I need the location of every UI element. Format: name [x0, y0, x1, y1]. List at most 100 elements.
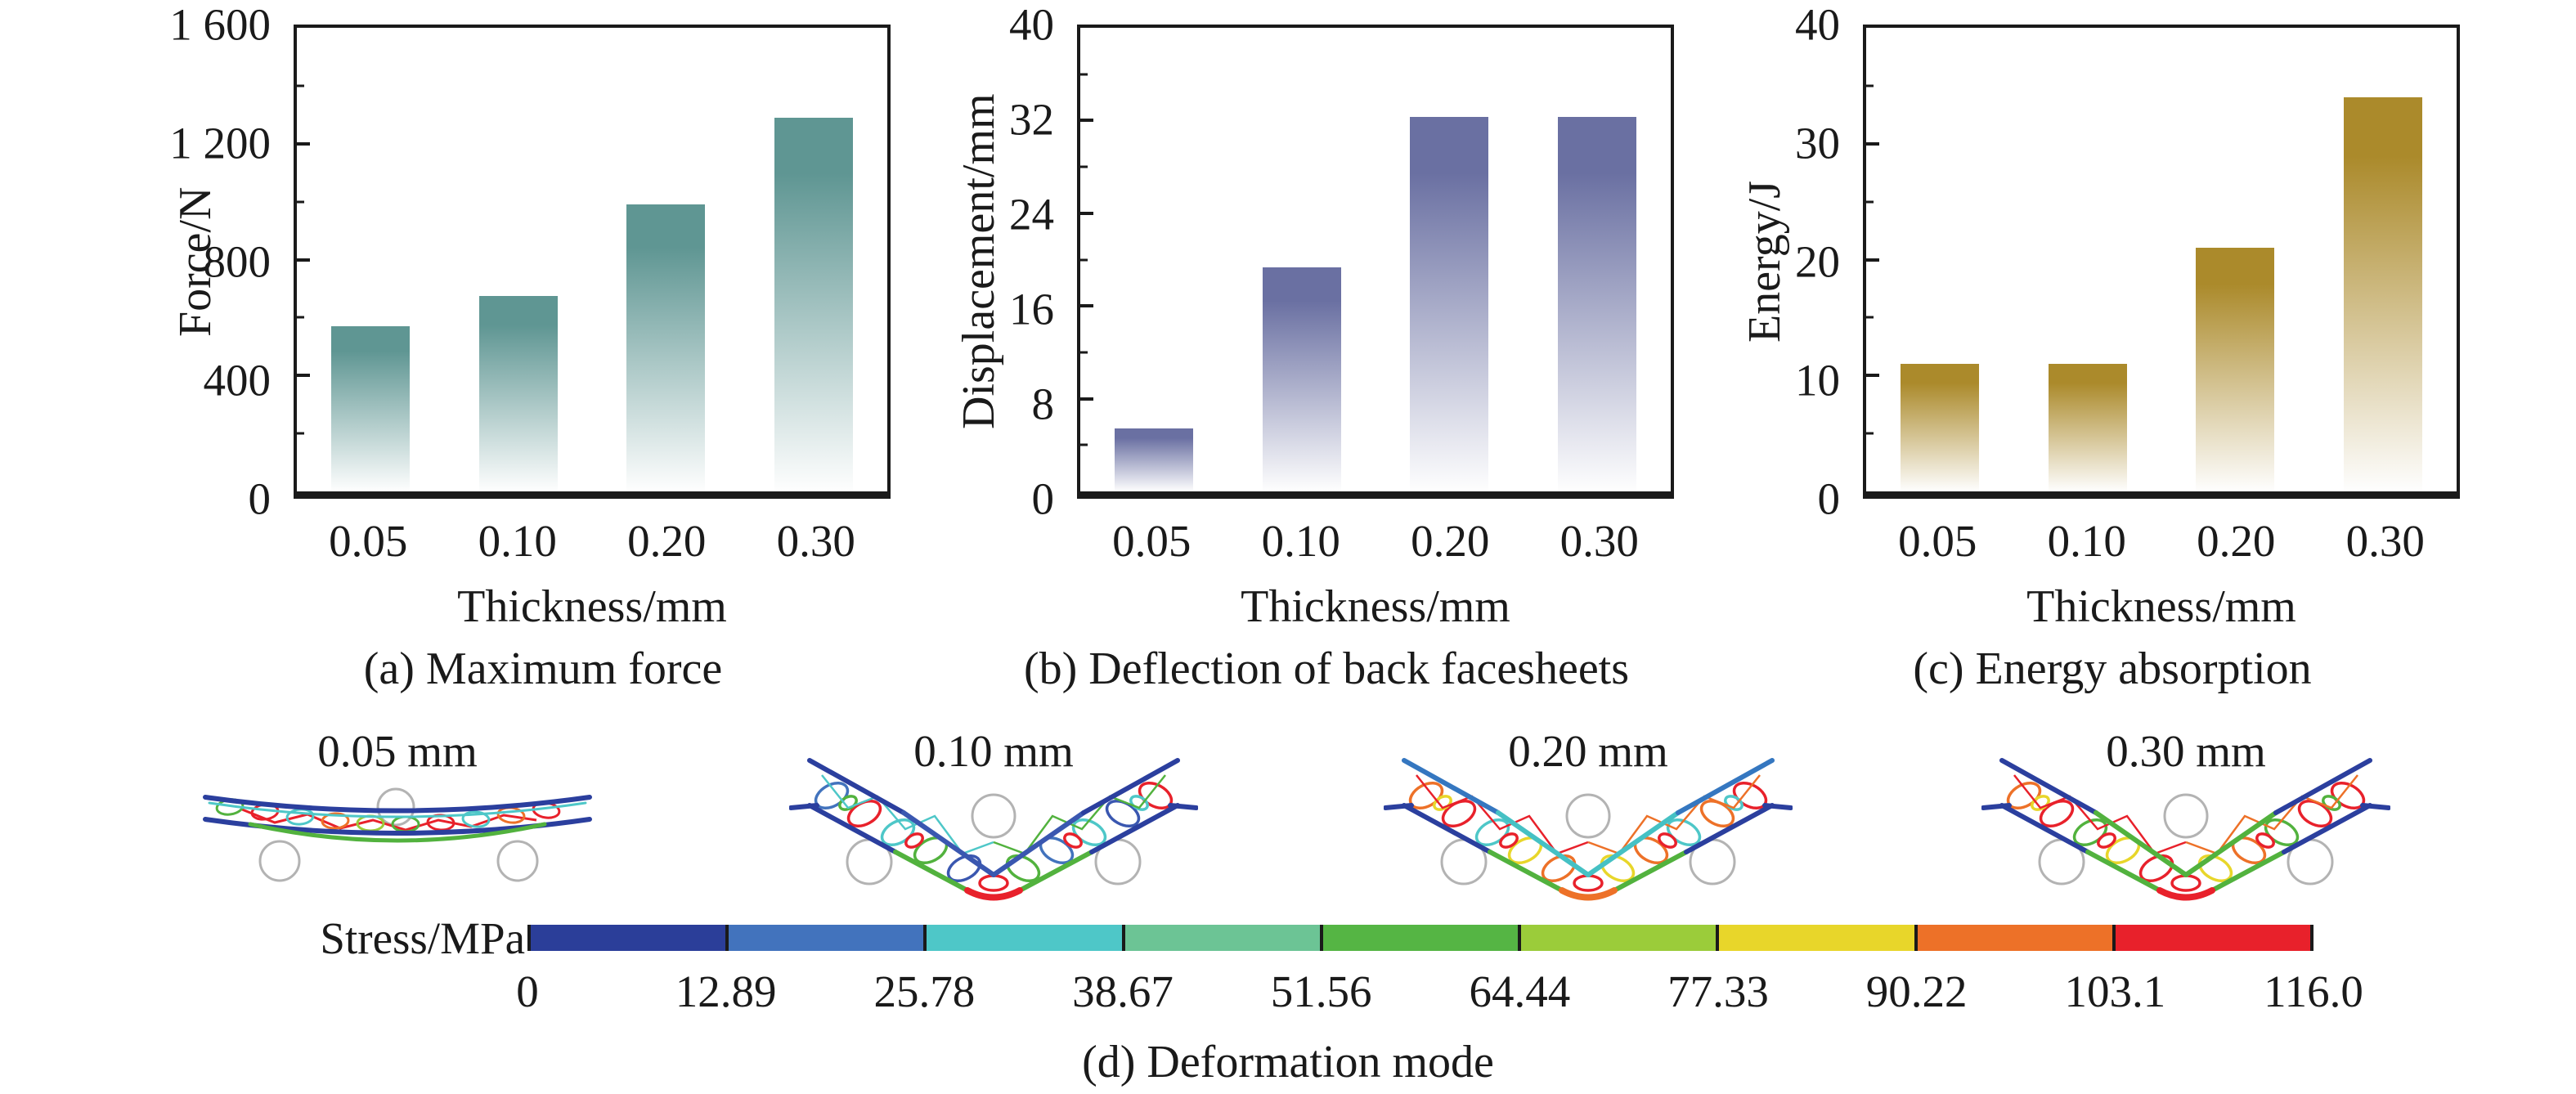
bottom-facesheet-right-outer: [1092, 805, 1178, 852]
specimen-0.20mm: 0.20 mm: [1384, 728, 1793, 914]
specimen-0.10mm: 0.10 mm: [789, 728, 1198, 914]
specimen-0.05mm: 0.05 mm: [193, 728, 602, 914]
x-axis-title: Thickness/mm: [2026, 581, 2296, 632]
y-tick-label: 20: [1795, 236, 1840, 287]
top-facesheet-right-inner: [1588, 813, 1678, 875]
colorbar-tick-label: 90.22: [1865, 966, 1968, 1016]
chart-panel-maximum-force: Force/N 0 400 800 1 200 1 600 0.05 0.10 0.20 0.…: [155, 0, 931, 703]
bar-0.30: [2343, 97, 2422, 491]
y-tick-mark: [1080, 397, 1093, 401]
y-tick-label: 1 200: [169, 118, 271, 168]
colorbar-segment: [1322, 925, 1522, 951]
y-tick-label: 40: [1009, 0, 1054, 50]
colorbar-segment: [1719, 925, 1918, 951]
colorbar-tick-label: 77.33: [1667, 966, 1769, 1016]
plot-area: [1863, 25, 2460, 499]
apex-hinge: [2160, 890, 2212, 898]
y-tick-label: 0: [1031, 473, 1055, 524]
x-tick-label: 0.05: [1898, 516, 1977, 566]
colorbar-tick-label: 51.56: [1270, 966, 1372, 1016]
bar-0.20: [2196, 248, 2275, 491]
roller-top: [2165, 795, 2207, 837]
bottom-facesheet-right-outer: [2284, 805, 2370, 852]
colorbar-tick-label: 12.89: [675, 966, 777, 1016]
bottom-facesheet-left-inner: [895, 852, 967, 890]
colorbar-tick-label: 38.67: [1072, 966, 1174, 1016]
y-tick-mark: [1080, 211, 1093, 215]
facesheets: [1385, 760, 1791, 898]
bar-0.10: [2048, 364, 2127, 491]
y-tick-label: 30: [1795, 118, 1840, 168]
colorbar-segment: [927, 925, 1125, 951]
colorbar-tick-row: 0 12.89 25.78 38.67 51.56 64.44 77.33 90.22 103.…: [516, 966, 2363, 1017]
bar-0.30: [1557, 117, 1636, 491]
support-rollers: [260, 789, 537, 881]
y-minor-tick-mark: [297, 316, 304, 319]
roller-bottom-right: [498, 841, 537, 881]
deformed-specimen-drawing: [1384, 728, 1793, 914]
panel-d-caption: (d) Deformation mode: [1082, 1037, 1494, 1087]
y-tick-mark: [1866, 141, 1879, 146]
x-tick-label: 0.10: [478, 516, 557, 566]
bottom-facesheet-right-inner: [1020, 852, 1092, 890]
x-tick-label: 0.20: [1411, 516, 1490, 566]
y-minor-tick-mark: [1080, 351, 1088, 354]
y-axis-ticks: 0 10 20 30 40: [1716, 2, 1851, 522]
colorbar-tick-label: 103.1: [2064, 966, 2166, 1016]
y-tick-label: 16: [1009, 284, 1054, 334]
top-facesheet-right-outer: [2276, 760, 2370, 813]
colorbar-title: Stress/MPa: [320, 913, 525, 963]
y-minor-tick-mark: [1080, 258, 1088, 261]
panel-caption: (b) Deflection of back facesheets: [1023, 643, 1630, 694]
deformed-specimen-drawing: [193, 728, 602, 914]
y-tick-label: 40: [1795, 0, 1840, 50]
colorbar-tick-label: 0: [516, 966, 539, 1016]
top-facesheet-right-inner: [2186, 813, 2276, 875]
y-tick-label: 400: [203, 355, 272, 406]
plot-area: [1077, 25, 1674, 499]
facesheets: [791, 760, 1196, 898]
colorbar-tick-label: 116.0: [2264, 966, 2363, 1016]
core-bottom-line: [250, 824, 545, 841]
x-axis-ticks: 0.05 0.10 0.20 0.30: [1863, 517, 2460, 566]
deformed-specimen-drawing: [1981, 728, 2390, 914]
y-tick-label: 0: [1817, 473, 1841, 524]
facesheets: [1983, 760, 2389, 898]
y-tick-label: 800: [203, 236, 272, 287]
bar-0.05: [1115, 428, 1194, 491]
specimen-label: 0.05 mm: [317, 726, 478, 776]
plot-area: [294, 25, 891, 499]
x-tick-label: 0.30: [776, 516, 855, 566]
bottom-facesheet-left-outer: [810, 805, 895, 852]
colorbar-segment: [1917, 925, 2116, 951]
y-tick-mark: [1080, 304, 1093, 308]
inner-line: [209, 803, 586, 817]
top-facesheet-left-outer: [1404, 760, 1498, 813]
top-facesheet-left-inner: [2096, 813, 2186, 875]
x-tick-label: 0.10: [2047, 516, 2126, 566]
chart-panel-energy: Energy/J 0 10 20 30 40 0.05 0.10 0.20 0.30 Thic…: [1724, 0, 2501, 703]
colorbar-segment: [1521, 925, 1720, 951]
colorbar-segment: [531, 925, 729, 951]
colorbar-tick-label: 64.44: [1469, 966, 1571, 1016]
y-tick-mark: [1866, 258, 1879, 262]
x-axis-title: Thickness/mm: [457, 581, 727, 632]
y-tick-mark: [1080, 119, 1093, 123]
y-axis-ticks: 0 400 800 1 200 1 600: [146, 2, 282, 522]
roller-top: [972, 795, 1015, 837]
bar-0.30: [774, 117, 853, 491]
bar-0.20: [1410, 117, 1489, 491]
bar-0.10: [478, 295, 558, 491]
x-axis-title: Thickness/mm: [1241, 581, 1510, 632]
bottom-facesheet-right-inner: [1614, 852, 1686, 890]
roller-bottom-left: [260, 841, 299, 881]
x-axis-ticks: 0.05 0.10 0.20 0.30: [294, 517, 891, 566]
bar-0.10: [1262, 267, 1341, 491]
y-tick-mark: [297, 258, 310, 262]
specimen-label: 0.30 mm: [2106, 726, 2266, 776]
y-tick-label: 1 600: [169, 0, 271, 50]
top-facesheet-right-outer: [1084, 760, 1178, 813]
y-minor-tick-mark: [1866, 84, 1874, 87]
bottom-facesheet-left-inner: [1490, 852, 1562, 890]
top-facesheet-left-inner: [904, 813, 994, 875]
